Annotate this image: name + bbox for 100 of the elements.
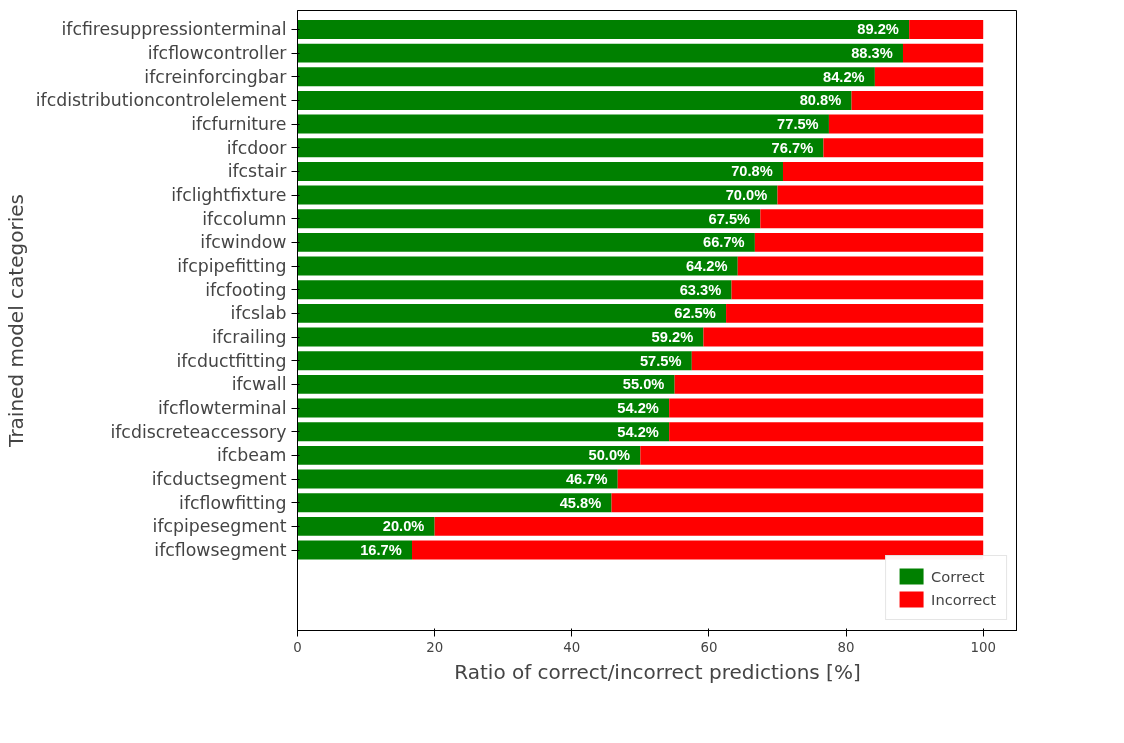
data-label: 76.7% — [771, 139, 814, 156]
bar — [777, 185, 984, 205]
bar — [297, 351, 692, 371]
y-tick-label: ifcwall — [231, 374, 287, 395]
x-tick-label: 100 — [970, 639, 996, 655]
y-tick-label: ifcdoor — [226, 137, 288, 158]
bar — [297, 232, 755, 252]
data-label: 62.5% — [674, 305, 716, 322]
bar — [297, 422, 670, 442]
legend-label: Incorrect — [931, 590, 996, 608]
bar — [297, 493, 612, 513]
data-label: 80.8% — [799, 92, 842, 109]
data-label: 54.2% — [617, 423, 659, 440]
y-tick-label: ifcrailing — [211, 327, 287, 348]
bar — [297, 209, 761, 229]
x-tick-label: 40 — [563, 639, 581, 655]
bar — [760, 209, 984, 229]
bar — [412, 540, 984, 560]
bar — [909, 19, 984, 39]
bar — [297, 303, 727, 323]
bar — [297, 327, 704, 347]
bar — [297, 67, 875, 87]
bar — [297, 256, 738, 276]
y-tick-label: ifcflowterminal — [157, 398, 287, 419]
bar — [297, 469, 618, 489]
data-label: 46.7% — [565, 471, 608, 488]
data-label: 89.2% — [857, 21, 899, 38]
data-label: 84.2% — [823, 68, 865, 85]
y-tick-label: ifcwindow — [200, 232, 287, 253]
bar — [297, 19, 910, 39]
bar — [731, 280, 984, 300]
y-tick-label: ifcflowcontroller — [147, 43, 288, 64]
bar — [669, 422, 984, 442]
data-label: 50.0% — [588, 447, 631, 464]
data-label: 66.7% — [703, 234, 745, 251]
y-tick-label: ifcflowsegment — [154, 540, 287, 561]
bar — [828, 114, 984, 134]
y-tick-label: ifcfiresuppressionterminal — [61, 19, 287, 40]
y-tick-label: ifcductsegment — [151, 469, 287, 490]
data-label: 64.2% — [685, 258, 728, 275]
data-label: 70.8% — [731, 163, 773, 180]
y-tick-label: ifcfurniture — [191, 114, 287, 135]
bar — [297, 374, 675, 394]
data-label: 59.2% — [651, 329, 694, 346]
data-label: 55.0% — [622, 376, 665, 393]
y-tick-label: ifcbeam — [216, 445, 287, 466]
data-label: 54.2% — [617, 400, 659, 417]
bar — [754, 232, 984, 252]
data-label: 63.3% — [679, 281, 722, 298]
data-label: 88.3% — [851, 45, 893, 62]
y-tick-label: ifcfooting — [205, 279, 287, 300]
bar — [297, 138, 824, 158]
y-tick-label: ifcreinforcingbar — [144, 66, 288, 87]
data-label: 16.7% — [360, 542, 402, 559]
x-tick-label: 20 — [426, 639, 444, 655]
bar — [669, 398, 984, 418]
x-tick-label: 80 — [837, 639, 855, 655]
y-axis-title: Trained model categories — [3, 194, 28, 448]
bar — [823, 138, 984, 158]
bar — [674, 374, 984, 394]
bar — [297, 280, 732, 300]
bar — [691, 351, 984, 371]
bar — [874, 67, 984, 87]
bar — [297, 114, 829, 134]
bar — [297, 43, 903, 63]
bar — [737, 256, 984, 276]
bar — [297, 90, 852, 110]
bar — [297, 398, 670, 418]
y-tick-label: ifclightfixture — [171, 185, 287, 206]
x-tick-label: 0 — [293, 639, 302, 655]
y-tick-label: ifcflowfitting — [179, 492, 287, 513]
legend-label: Correct — [931, 567, 985, 585]
y-tick-label: ifcdiscreteaccessory — [110, 421, 287, 442]
bar — [782, 161, 984, 181]
bar — [297, 185, 778, 205]
bar — [611, 493, 984, 513]
y-tick-label: ifccolumn — [202, 208, 287, 229]
bar — [851, 90, 984, 110]
data-label: 57.5% — [639, 352, 682, 369]
bar — [297, 161, 783, 181]
data-label: 45.8% — [559, 494, 602, 511]
bar — [434, 516, 984, 536]
bar — [617, 469, 984, 489]
data-label: 77.5% — [777, 116, 819, 133]
data-label: 70.0% — [725, 187, 768, 204]
bar — [297, 445, 641, 465]
bar — [726, 303, 984, 323]
y-tick-label: ifcpipesegment — [152, 516, 287, 537]
y-tick-label: ifcstair — [227, 161, 288, 182]
y-tick-label: ifcductfitting — [176, 350, 287, 371]
bar — [703, 327, 984, 347]
y-tick-label: ifcdistributioncontrolelement — [35, 90, 287, 111]
data-label: 67.5% — [708, 210, 751, 227]
x-tick-label: 60 — [700, 639, 718, 655]
y-tick-label: ifcslab — [230, 303, 287, 324]
y-tick-label: ifcpipefitting — [177, 256, 287, 277]
bar — [902, 43, 984, 63]
x-axis-title: Ratio of correct/incorrect predictions [%] — [454, 659, 861, 684]
bar — [640, 445, 984, 465]
data-label: 20.0% — [382, 518, 425, 535]
